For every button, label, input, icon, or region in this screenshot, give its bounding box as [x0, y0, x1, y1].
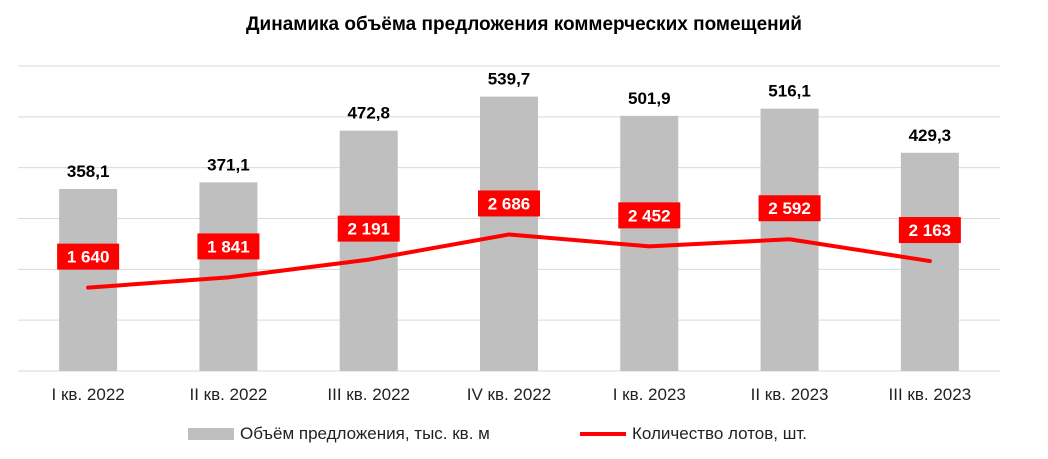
line-label-text: 2 592: [768, 199, 811, 218]
line-label-box: [758, 195, 821, 222]
line-label-text: 2 686: [488, 194, 531, 213]
bar: [59, 188, 118, 371]
line-value-label: 2 592: [758, 195, 821, 222]
line-label-text: 2 452: [628, 206, 671, 225]
legend-label-lots: Количество лотов, шт.: [632, 424, 807, 443]
bar-value-label: 429,3: [909, 126, 952, 145]
line-label-box: [478, 190, 540, 217]
line-label-box: [57, 243, 120, 270]
line-value-label: 2 163: [898, 217, 961, 244]
line-label-box: [197, 233, 260, 260]
line-value-label: 1 640: [57, 243, 120, 270]
x-tick-label: III кв. 2023: [889, 385, 972, 404]
line-label-text: 1 841: [207, 237, 250, 256]
x-tick-label: I кв. 2022: [52, 385, 125, 404]
chart-plot: I кв. 2022 II кв. 2022 III кв. 2022 IV кв. …: [18, 65, 1000, 404]
line-label-text: 1 640: [67, 248, 110, 267]
x-tick-label: II кв. 2023: [751, 385, 829, 404]
legend-item-lots: Количество лотов, шт.: [580, 424, 807, 444]
legend: Объём предложения, тыс. кв. м Количество…: [0, 424, 1048, 448]
bar-value-label: 539,7: [488, 70, 531, 89]
line-label-box: [337, 215, 400, 242]
legend-label-volume: Объём предложения, тыс. кв. м: [240, 424, 490, 443]
line-value-label: 2 191: [337, 215, 400, 242]
line-value-label: 2 452: [618, 202, 681, 229]
line-value-label: 1 841: [197, 233, 260, 260]
bar-value-label: 358,1: [67, 162, 110, 181]
legend-swatch-line: [580, 432, 626, 436]
bar-value-label: 472,8: [347, 104, 390, 123]
legend-swatch-bar: [188, 428, 234, 440]
legend-item-volume: Объём предложения, тыс. кв. м: [188, 424, 490, 444]
chart-title: Динамика объёма предложения коммерческих…: [246, 14, 802, 35]
bar: [339, 130, 398, 371]
line-label-text: 2 191: [347, 220, 390, 239]
bar-value-label: 501,9: [628, 89, 671, 108]
x-tick-label: III кв. 2022: [327, 385, 410, 404]
line-label-box: [898, 217, 961, 244]
x-tick-label: IV кв. 2022: [467, 385, 552, 404]
line-label-box: [618, 202, 681, 229]
line-label-text: 2 163: [909, 221, 952, 240]
bar-value-label: 371,1: [207, 155, 250, 174]
x-tick-label: II кв. 2022: [189, 385, 267, 404]
line-value-label: 2 686: [478, 190, 540, 217]
bar-value-label: 516,1: [768, 82, 811, 101]
x-tick-label: I кв. 2023: [613, 385, 686, 404]
line-series: [86, 232, 932, 290]
